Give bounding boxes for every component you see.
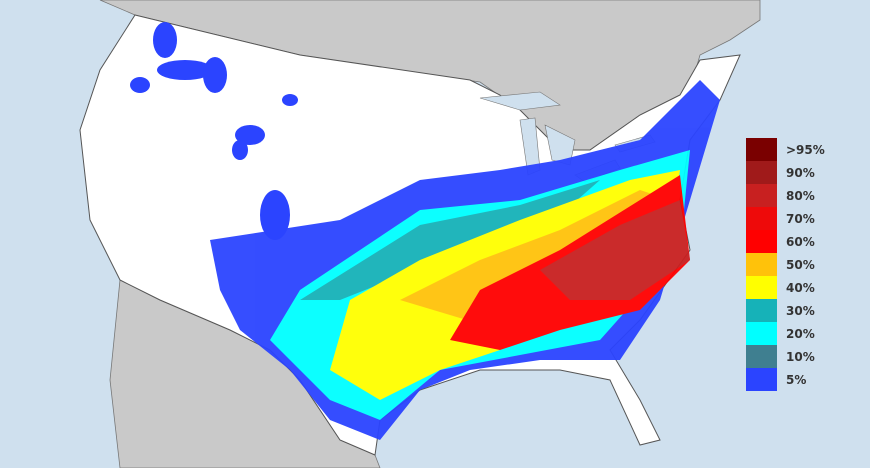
legend-swatch <box>746 138 777 161</box>
legend-swatch <box>746 230 777 253</box>
legend-item: 5% <box>746 368 825 391</box>
legend-item: 40% <box>746 276 825 299</box>
legend-label: 80% <box>786 188 815 203</box>
legend-item: 90% <box>746 161 825 184</box>
legend-swatch <box>746 322 777 345</box>
legend-swatch <box>746 345 777 368</box>
legend-swatch <box>746 184 777 207</box>
legend-label: 90% <box>786 165 815 180</box>
legend-item: 50% <box>746 253 825 276</box>
legend-item: 80% <box>746 184 825 207</box>
legend-swatch <box>746 299 777 322</box>
legend-item: 20% <box>746 322 825 345</box>
legend-label: 40% <box>786 280 815 295</box>
legend-label: 30% <box>786 303 815 318</box>
legend-label: 50% <box>786 257 815 272</box>
band-30 <box>300 180 600 300</box>
legend-label: 70% <box>786 211 815 226</box>
legend-swatch <box>746 253 777 276</box>
legend-swatch <box>746 368 777 391</box>
legend-item: 60% <box>746 230 825 253</box>
legend-item: 30% <box>746 299 825 322</box>
legend-swatch <box>746 276 777 299</box>
legend-item: >95% <box>746 138 825 161</box>
legend-label: 20% <box>786 326 815 341</box>
band-80 <box>540 200 690 300</box>
legend-item: 10% <box>746 345 825 368</box>
legend-label: 10% <box>786 349 815 364</box>
northwest-snow-patches <box>130 22 298 240</box>
legend-label: 5% <box>786 372 807 387</box>
probability-bands <box>210 80 720 440</box>
legend-label: >95% <box>786 142 825 157</box>
legend-item: 70% <box>746 207 825 230</box>
legend-label: 60% <box>786 234 815 249</box>
legend: >95% 90% 80% 70% 60% 50% 40% 30% 20% 10% 5% <box>746 138 825 391</box>
legend-swatch <box>746 161 777 184</box>
legend-swatch <box>746 207 777 230</box>
